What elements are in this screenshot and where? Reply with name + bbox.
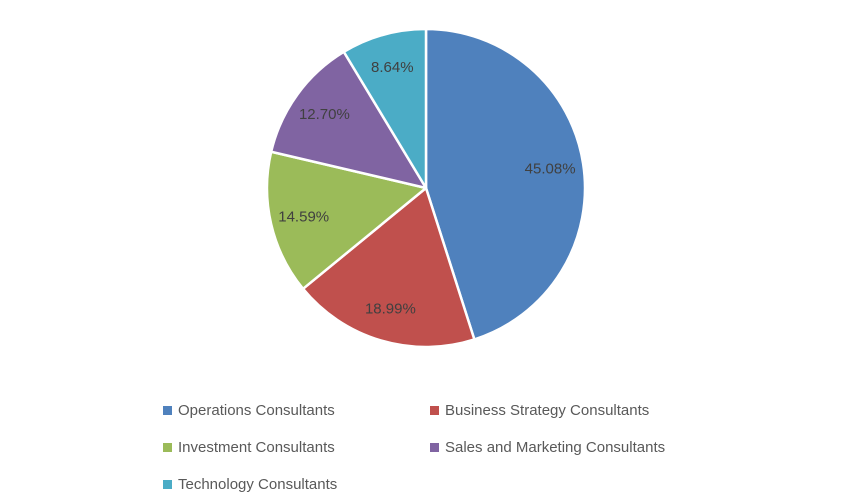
legend-label: Sales and Marketing Consultants bbox=[445, 439, 666, 456]
pie-slice-label-4: 8.64% bbox=[371, 59, 414, 76]
pie-slice-3 bbox=[269, 50, 428, 190]
pie-slice-label-3: 12.70% bbox=[299, 106, 350, 123]
pie-slice-label-0: 45.08% bbox=[525, 161, 576, 178]
legend-label: Operations Consultants bbox=[178, 402, 335, 419]
pie-slice-label-2: 14.59% bbox=[278, 208, 329, 225]
legend-swatch-icon bbox=[163, 480, 172, 489]
legend-swatch-icon bbox=[430, 406, 439, 415]
chart-legend: Operations Consultants Business Strategy… bbox=[163, 400, 665, 493]
legend-swatch-icon bbox=[430, 443, 439, 452]
legend-item-technology-consultants: Technology Consultants bbox=[163, 474, 430, 493]
legend-item-investment-consultants: Investment Consultants bbox=[163, 437, 430, 458]
legend-item-business-strategy-consultants: Business Strategy Consultants bbox=[430, 400, 665, 421]
pie-slice-0 bbox=[424, 27, 587, 341]
legend-swatch-icon bbox=[163, 406, 172, 415]
pie-slice-1 bbox=[301, 186, 476, 349]
legend-item-sales-and-marketing-consultants: Sales and Marketing Consultants bbox=[430, 437, 665, 458]
pie-slice-4 bbox=[342, 27, 428, 190]
legend-label: Business Strategy Consultants bbox=[445, 402, 650, 419]
pie-slice-2 bbox=[265, 150, 428, 291]
legend-label: Technology Consultants bbox=[178, 476, 338, 493]
legend-item-operations-consultants: Operations Consultants bbox=[163, 400, 430, 421]
legend-label: Investment Consultants bbox=[178, 439, 335, 456]
legend-swatch-icon bbox=[163, 443, 172, 452]
pie-chart: 45.08% 18.99% 14.59% 12.70% 8.64% bbox=[265, 27, 587, 349]
pie-slice-label-1: 18.99% bbox=[365, 301, 416, 318]
